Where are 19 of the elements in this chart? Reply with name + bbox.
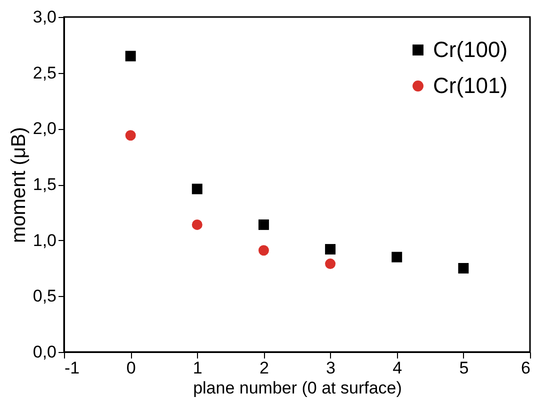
x-tick-label: 3 (326, 358, 336, 378)
x-tick-label: 0 (126, 358, 136, 378)
x-tick-label: 6 (521, 358, 530, 378)
y-tick-label: 1,5 (32, 175, 56, 194)
y-tick-label: 1,0 (32, 230, 56, 250)
x-axis-title: plane number (0 at surface) (193, 378, 402, 398)
y-axis-title: moment (μB) (8, 127, 30, 243)
y-tick-label: 0,5 (32, 286, 56, 306)
x-tick-label: 2 (259, 358, 269, 378)
x-tick-label: 5 (459, 358, 469, 378)
legend-label: Cr(100) (433, 37, 508, 62)
y-tick-label: 0,0 (32, 342, 56, 362)
y-tick-label: 2,5 (32, 63, 56, 82)
x-tick-label: 4 (392, 358, 402, 378)
legend-label: Cr(101) (433, 73, 508, 98)
x-tick-label: -1 (64, 358, 80, 378)
x-tick-label: 1 (192, 358, 202, 378)
y-tick-label: 2,0 (32, 119, 56, 138)
y-tick-label: 3,0 (32, 8, 56, 26)
